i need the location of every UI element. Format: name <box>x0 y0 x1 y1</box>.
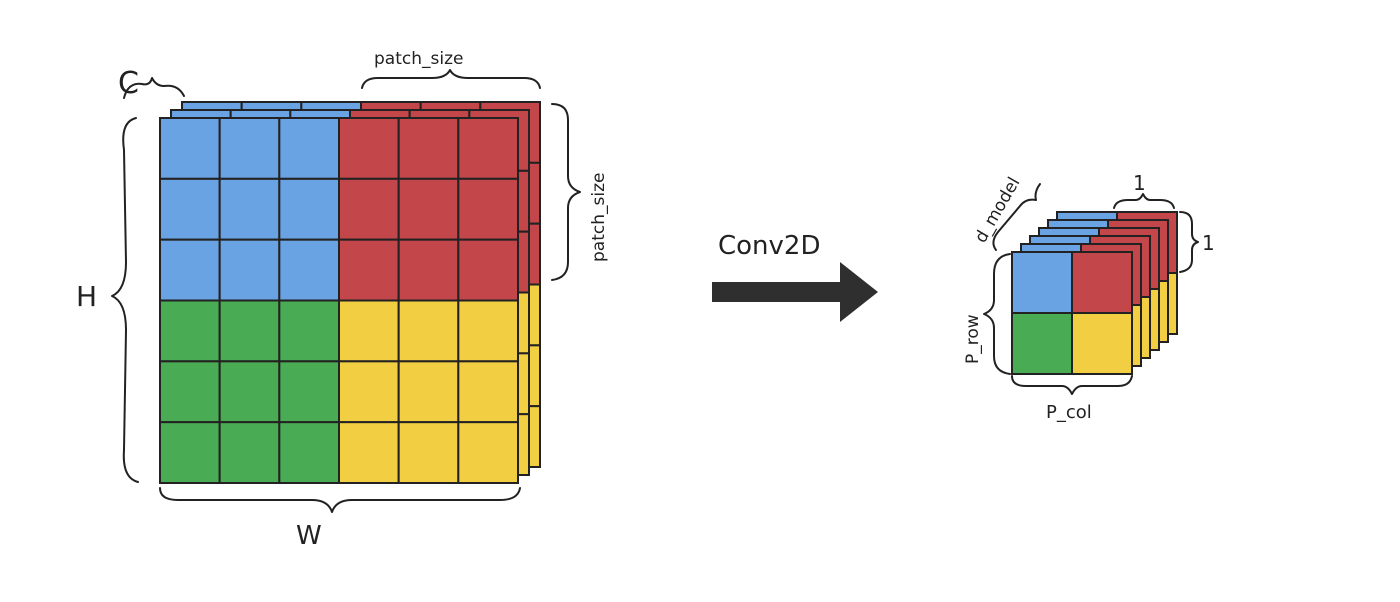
cols-brace <box>1011 375 1133 395</box>
patch-cell <box>397 360 460 424</box>
patch-cell <box>1071 251 1133 314</box>
patch-cell <box>278 421 341 484</box>
patch-cell <box>457 177 520 241</box>
tensor-layer <box>159 117 520 484</box>
patch-cell <box>457 421 520 484</box>
patch-w-label: 1 <box>1133 171 1146 195</box>
rows-label: P_row <box>963 314 983 364</box>
patch-cell <box>159 238 221 302</box>
patch-cell <box>159 299 221 363</box>
height-brace <box>111 117 139 483</box>
patch-top-brace <box>361 69 541 89</box>
output-tensor <box>1011 211 1178 375</box>
tensor-layer <box>1011 251 1133 375</box>
patch-cell <box>397 421 460 484</box>
input-tensor <box>159 101 542 484</box>
patch-side-brace <box>551 103 581 281</box>
right-arrow-icon <box>712 262 878 322</box>
patch-cell <box>278 117 341 180</box>
patch-cell <box>278 299 341 363</box>
patch-h-label: 1 <box>1202 231 1215 255</box>
patch-cell <box>278 177 341 241</box>
patch-cell <box>457 117 520 180</box>
patch-cell <box>338 421 400 484</box>
patch-cell <box>218 360 281 424</box>
patch-cell <box>338 360 400 424</box>
patch-cell <box>397 299 460 363</box>
patch-w-brace <box>1113 193 1175 209</box>
patch-cell <box>218 238 281 302</box>
patch-cell <box>338 117 400 180</box>
patch-cell <box>159 421 221 484</box>
channels-label: C <box>118 66 139 101</box>
patch-side-label: patch_size <box>589 173 609 262</box>
channels-brace <box>123 77 185 99</box>
depth-brace <box>992 183 1041 251</box>
patch-cell <box>218 299 281 363</box>
patch-cell <box>218 421 281 484</box>
patch-cell <box>338 177 400 241</box>
patch-top-label: patch_size <box>374 49 463 69</box>
patch-cell <box>338 238 400 302</box>
rows-brace <box>983 253 1011 375</box>
patch-cell <box>397 238 460 302</box>
patch-h-brace <box>1179 211 1199 273</box>
patch-cell <box>1071 312 1133 375</box>
patch-cell <box>1011 251 1073 314</box>
patch-cell <box>159 360 221 424</box>
height-label: H <box>76 280 97 313</box>
patch-cell <box>338 299 400 363</box>
patch-cell <box>278 360 341 424</box>
width-label: W <box>296 521 322 551</box>
patch-cell <box>1011 312 1073 375</box>
cols-label: P_col <box>1046 402 1092 423</box>
patch-cell <box>159 177 221 241</box>
patch-cell <box>457 360 520 424</box>
patch-cell <box>159 117 221 180</box>
patch-cell <box>218 117 281 180</box>
patch-cell <box>278 238 341 302</box>
width-brace <box>159 487 521 513</box>
patch-cell <box>397 117 460 180</box>
patch-cell <box>457 299 520 363</box>
patch-cell <box>218 177 281 241</box>
patch-cell <box>457 238 520 302</box>
operation-label: Conv2D <box>718 231 821 261</box>
patch-cell <box>397 177 460 241</box>
